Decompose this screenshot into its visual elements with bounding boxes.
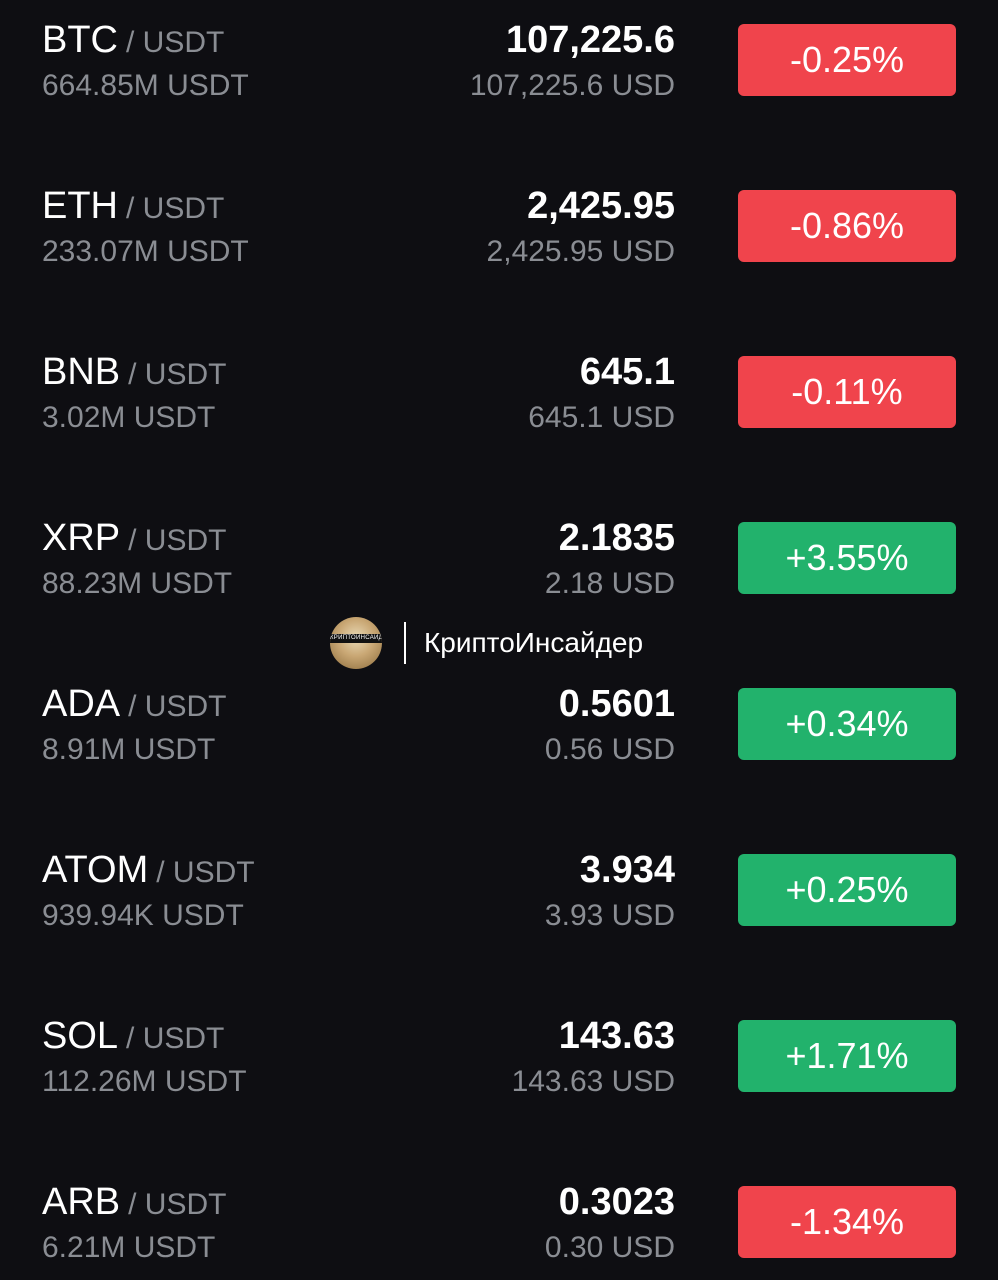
fiat-price: 2.18 USD	[544, 567, 675, 600]
pair-symbol: BNB / USDT	[42, 350, 226, 402]
last-price: 143.63	[558, 1015, 675, 1057]
pair-symbol: SOL / USDT	[42, 1014, 224, 1066]
fiat-price: 143.63 USD	[511, 1065, 675, 1098]
change-badge[interactable]: +3.55%	[738, 522, 956, 594]
pair-symbol: ETH / USDT	[42, 184, 224, 236]
last-price: 107,225.6	[505, 19, 675, 61]
channel-watermark: КРИПТОИНСАЙДЕР КриптоИнсайдер	[330, 617, 643, 669]
fiat-price: 0.56 USD	[544, 733, 675, 766]
base-asset: BTC	[42, 19, 118, 61]
pair-symbol: ARB / USDT	[42, 1180, 226, 1232]
change-badge[interactable]: -0.25%	[738, 24, 956, 96]
quote-asset: / USDT	[128, 690, 227, 723]
portrait-avatar-icon: КРИПТОИНСАЙДЕР	[330, 617, 382, 669]
fiat-price: 2,425.95 USD	[486, 235, 675, 268]
base-asset: ADA	[42, 683, 121, 725]
base-asset: ATOM	[42, 849, 149, 891]
fiat-price: 3.93 USD	[544, 899, 675, 932]
quote-asset: / USDT	[128, 1188, 227, 1221]
avatar-band-text: КРИПТОИНСАЙДЕР	[330, 634, 382, 643]
volume-24h: 939.94K USDT	[42, 899, 244, 932]
last-price: 2.1835	[558, 517, 675, 559]
last-price: 3.934	[579, 849, 675, 891]
market-row-eth[interactable]: ETH / USDT 233.07M USDT 2,425.95 2,425.95…	[0, 184, 998, 294]
quote-asset: / USDT	[128, 524, 227, 557]
pair-symbol: XRP / USDT	[42, 516, 226, 568]
change-badge[interactable]: +0.25%	[738, 854, 956, 926]
market-row-btc[interactable]: BTC / USDT 664.85M USDT 107,225.6 107,225…	[0, 18, 998, 128]
base-asset: BNB	[42, 351, 121, 393]
quote-asset: / USDT	[156, 856, 255, 889]
fiat-price: 0.30 USD	[544, 1231, 675, 1264]
pair-symbol: ATOM / USDT	[42, 848, 255, 900]
base-asset: XRP	[42, 517, 121, 559]
change-badge[interactable]: -0.86%	[738, 190, 956, 262]
volume-24h: 664.85M USDT	[42, 69, 249, 102]
last-price: 2,425.95	[527, 185, 675, 227]
volume-24h: 112.26M USDT	[42, 1065, 247, 1098]
last-price: 0.3023	[558, 1181, 675, 1223]
last-price: 0.5601	[558, 683, 675, 725]
change-badge[interactable]: +1.71%	[738, 1020, 956, 1092]
quote-asset: / USDT	[126, 26, 225, 59]
volume-24h: 233.07M USDT	[42, 235, 249, 268]
market-row-xrp[interactable]: XRP / USDT 88.23M USDT 2.1835 2.18 USD +3…	[0, 516, 998, 626]
market-row-sol[interactable]: SOL / USDT 112.26M USDT 143.63 143.63 USD…	[0, 1014, 998, 1124]
fiat-price: 107,225.6 USD	[469, 69, 675, 102]
volume-24h: 3.02M USDT	[42, 401, 216, 434]
pair-symbol: BTC / USDT	[42, 18, 224, 70]
base-asset: SOL	[42, 1015, 119, 1057]
change-badge[interactable]: -1.34%	[738, 1186, 956, 1258]
market-row-bnb[interactable]: BNB / USDT 3.02M USDT 645.1 645.1 USD -0.…	[0, 350, 998, 460]
quote-asset: / USDT	[128, 358, 227, 391]
pair-symbol: ADA / USDT	[42, 682, 226, 734]
watermark-text: КриптоИнсайдер	[424, 627, 644, 658]
base-asset: ARB	[42, 1181, 121, 1223]
market-row-arb[interactable]: ARB / USDT 6.21M USDT 0.3023 0.30 USD -1.…	[0, 1180, 998, 1280]
last-price: 645.1	[579, 351, 675, 393]
volume-24h: 88.23M USDT	[42, 567, 233, 600]
quote-asset: / USDT	[126, 192, 225, 225]
volume-24h: 6.21M USDT	[42, 1231, 216, 1264]
base-asset: ETH	[42, 185, 118, 227]
change-badge[interactable]: +0.34%	[738, 688, 956, 760]
change-badge[interactable]: -0.11%	[738, 356, 956, 428]
fiat-price: 645.1 USD	[528, 401, 675, 434]
watermark-divider	[404, 622, 406, 664]
market-row-atom[interactable]: ATOM / USDT 939.94K USDT 3.934 3.93 USD +…	[0, 848, 998, 958]
quote-asset: / USDT	[126, 1022, 225, 1055]
market-row-ada[interactable]: ADA / USDT 8.91M USDT 0.5601 0.56 USD +0.…	[0, 682, 998, 792]
volume-24h: 8.91M USDT	[42, 733, 216, 766]
